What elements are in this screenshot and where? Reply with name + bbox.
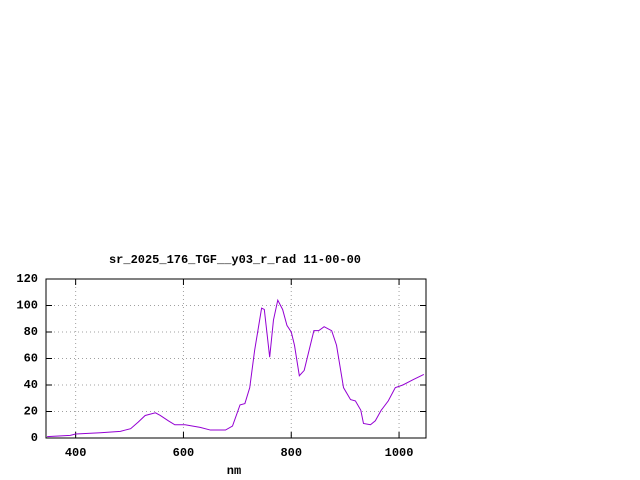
y-tick-label: 0 [31, 431, 38, 445]
y-tick-label: 40 [24, 378, 38, 392]
y-tick-label: 100 [16, 299, 38, 313]
plot-border [45, 278, 427, 439]
x-tick-label: 1000 [385, 446, 414, 460]
x-tick-label: 600 [173, 446, 195, 460]
x-tick-label: 400 [65, 446, 87, 460]
chart-title: sr_2025_176_TGF__y03_r_rad 11-00-00 [109, 253, 361, 267]
y-tick-label: 80 [24, 325, 38, 339]
y-tick-label: 60 [24, 352, 38, 366]
x-axis-label: nm [227, 464, 241, 478]
data-line [47, 298, 425, 438]
x-tick-label: 800 [280, 446, 302, 460]
y-tick-label: 20 [24, 405, 38, 419]
y-tick-label: 120 [16, 272, 38, 286]
